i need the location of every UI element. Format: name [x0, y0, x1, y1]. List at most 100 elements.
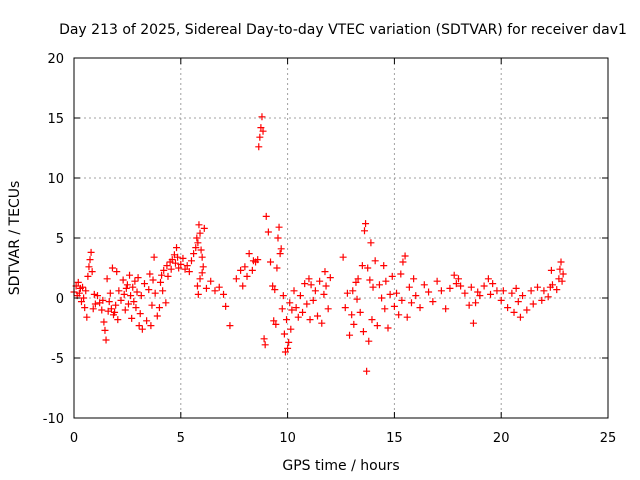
data-point: [398, 296, 406, 304]
data-point: [368, 316, 376, 324]
data-point: [474, 288, 482, 296]
data-point: [159, 287, 167, 295]
data-point: [446, 284, 454, 292]
data-point: [322, 282, 330, 290]
data-point: [98, 306, 106, 314]
data-point: [559, 270, 567, 278]
data-point: [261, 341, 269, 349]
data-point: [211, 287, 219, 295]
chart-title: Day 213 of 2025, Sidereal Day-to-day VTE…: [59, 22, 627, 38]
data-point: [534, 283, 542, 291]
data-point: [192, 244, 200, 252]
data-point: [321, 268, 329, 276]
data-point: [271, 286, 279, 294]
data-point: [305, 275, 313, 283]
data-point: [529, 300, 537, 308]
data-point: [150, 253, 158, 261]
data-point: [285, 338, 293, 346]
data-point: [519, 292, 527, 300]
data-point: [80, 294, 88, 302]
data-point: [146, 270, 154, 278]
data-point: [510, 308, 518, 316]
data-point: [90, 290, 98, 298]
data-point: [425, 288, 433, 296]
data-point: [294, 313, 302, 321]
data-point: [255, 143, 263, 151]
data-point: [343, 289, 351, 297]
data-point: [378, 294, 386, 302]
x-tick-label: 0: [70, 431, 78, 446]
data-point: [276, 250, 284, 258]
x-tick-label: 20: [493, 431, 510, 446]
data-point: [82, 287, 90, 295]
data-point: [174, 253, 182, 261]
data-point: [101, 326, 109, 334]
data-point: [83, 313, 91, 321]
data-point: [373, 322, 381, 330]
data-point: [364, 264, 372, 272]
data-points: [70, 113, 567, 375]
data-point: [126, 271, 134, 279]
data-point: [516, 313, 524, 321]
x-tick-label: 10: [279, 431, 296, 446]
data-point: [111, 308, 119, 316]
data-point: [454, 275, 462, 283]
data-point: [508, 289, 516, 297]
data-point: [429, 298, 437, 306]
data-point: [380, 262, 388, 270]
data-point: [362, 220, 370, 228]
data-point: [277, 245, 285, 253]
data-point: [93, 292, 101, 300]
data-point: [350, 320, 358, 328]
data-point: [179, 254, 187, 262]
data-point: [148, 301, 156, 309]
data-point: [197, 246, 205, 254]
data-point: [136, 310, 144, 318]
data-point: [307, 281, 315, 289]
data-point: [86, 256, 94, 264]
data-point: [75, 289, 83, 297]
data-point: [369, 283, 377, 291]
data-point: [407, 299, 415, 307]
data-point: [121, 306, 129, 314]
data-point: [472, 299, 480, 307]
data-point: [243, 272, 251, 280]
data-point: [181, 265, 189, 273]
data-point: [416, 304, 424, 312]
data-point: [129, 283, 137, 291]
data-point: [270, 317, 278, 325]
data-point: [359, 328, 367, 336]
data-point: [457, 282, 465, 290]
data-point: [173, 244, 181, 252]
data-point: [365, 337, 373, 345]
data-point: [103, 275, 111, 283]
data-point: [194, 290, 202, 298]
data-point: [280, 330, 288, 338]
data-point: [544, 293, 552, 301]
data-point: [185, 268, 193, 276]
data-point: [499, 287, 507, 295]
data-point: [193, 234, 201, 242]
data-point: [232, 275, 240, 283]
data-point: [281, 348, 289, 356]
data-point: [254, 256, 262, 264]
x-tick-label: 25: [600, 431, 617, 446]
data-point: [401, 252, 409, 260]
data-point: [199, 263, 207, 271]
data-point: [140, 280, 148, 288]
data-point: [442, 305, 450, 313]
data-point: [157, 278, 165, 286]
data-point: [556, 265, 564, 273]
data-point: [354, 275, 362, 283]
data-point: [371, 257, 379, 265]
data-point: [316, 277, 324, 285]
x-tick-labels: 0 5 10 15 20 25: [70, 431, 616, 446]
data-point: [324, 305, 332, 313]
data-point: [196, 229, 204, 237]
data-point: [363, 367, 371, 375]
data-point: [162, 299, 170, 307]
data-point: [318, 319, 326, 327]
data-point: [108, 264, 116, 272]
data-point: [133, 288, 141, 296]
y-tick-label: -10: [43, 412, 64, 427]
